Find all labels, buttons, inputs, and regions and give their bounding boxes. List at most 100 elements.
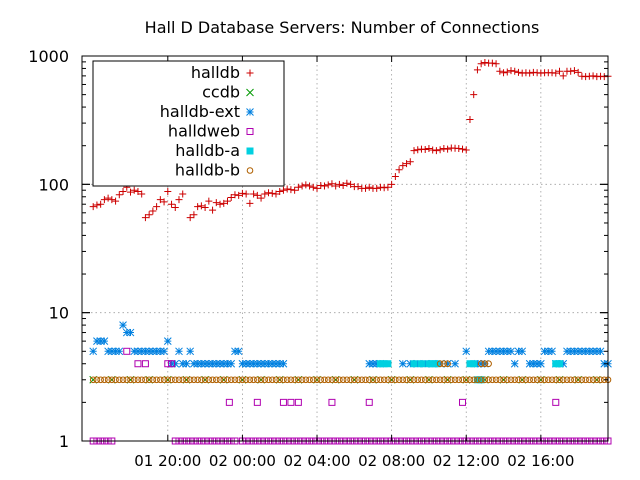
halldb-b-point: [421, 376, 429, 384]
halldb-b-point: [205, 376, 213, 384]
halldb-ext-point: [279, 359, 288, 368]
halldb-point: [324, 181, 332, 189]
halldb-b-point: [410, 376, 418, 384]
halldb-ext-point: [268, 359, 277, 368]
halldb-ext-point: [398, 359, 407, 368]
halldb-point: [317, 181, 325, 189]
y-tick-label: 10: [49, 304, 69, 323]
halldb-a-point: [376, 360, 384, 368]
halldb-b-point: [216, 376, 224, 384]
halldb-b-point: [444, 376, 451, 384]
halldb-ext-point: [193, 359, 202, 368]
halldb-b-point: [351, 376, 358, 384]
halldb-point: [421, 145, 429, 153]
series-halldb-b: [89, 360, 612, 384]
halldb-point: [108, 196, 116, 204]
halldb-b-point: [235, 376, 242, 384]
halldweb-point: [365, 398, 373, 406]
halldb-b-point: [481, 360, 489, 368]
halldb-b-point: [492, 376, 500, 384]
halldb-b-point: [503, 376, 511, 384]
halldb-b-point: [440, 376, 448, 384]
halldb-point: [552, 69, 560, 77]
halldb-b-point: [548, 376, 556, 384]
halldb-point: [384, 183, 392, 191]
halldb-ext-point: [186, 347, 195, 356]
halldb-ext-point: [216, 359, 224, 368]
halldb-point: [246, 199, 254, 207]
halldb-ext-point: [227, 359, 236, 368]
halldb-point: [306, 182, 314, 190]
halldb-ext-point: [365, 359, 374, 368]
halldb-point: [168, 200, 176, 208]
halldb-b-point: [593, 376, 601, 384]
halldb-ext-point: [182, 359, 191, 368]
legend-box: [92, 60, 285, 187]
halldb-point: [197, 202, 205, 210]
halldb-ext-point: [477, 359, 486, 368]
halldb-point: [112, 197, 120, 205]
halldb-b-point: [138, 376, 145, 384]
halldb-ext-point: [369, 359, 377, 368]
halldb-b-point: [339, 376, 347, 384]
halldb-ext-point: [596, 347, 605, 356]
halldb-b-point: [377, 376, 384, 384]
halldb-b-point: [362, 376, 369, 384]
halldb-ext-point: [570, 347, 579, 356]
halldb-point: [145, 211, 153, 219]
halldb-b-point: [462, 376, 470, 384]
halldb-b-point: [433, 376, 440, 384]
halldb-b-point: [444, 360, 451, 368]
halldb-ext-point: [257, 359, 265, 368]
halldb-point: [492, 60, 500, 68]
halldb-b-point: [149, 376, 157, 384]
halldb-point: [283, 185, 291, 193]
legend-label: halldweb: [168, 122, 240, 141]
halldb-point: [570, 67, 578, 75]
halldb-point: [388, 180, 396, 188]
halldb-b-point: [347, 376, 354, 384]
halldb-point: [160, 198, 168, 206]
halldb-ext-point: [126, 328, 135, 337]
halldb-ext-point: [190, 359, 198, 368]
plot-frame: [81, 55, 609, 442]
halldb-b-point: [537, 376, 545, 384]
halldb-ext-point: [514, 347, 523, 356]
halldb-b-point: [597, 376, 604, 384]
halldb-b-point: [190, 376, 198, 384]
halldb-point: [455, 145, 463, 153]
halldb-point: [440, 145, 448, 153]
halldb-ext-point: [175, 347, 183, 356]
halldb-ext-point: [201, 359, 209, 368]
halldb-b-point: [246, 376, 254, 384]
halldb-point: [339, 181, 347, 189]
halldb-b-point: [455, 376, 463, 384]
halldb-point: [134, 187, 142, 195]
halldb-ext-point: [93, 337, 101, 345]
halldb-a-point: [466, 360, 474, 368]
halldb-a-point: [425, 360, 433, 368]
halldb-b-point: [93, 376, 101, 384]
halldb-a-point: [432, 360, 440, 368]
halldb-ext-point: [518, 347, 527, 356]
halldb-point: [186, 214, 194, 222]
halldb-b-point: [477, 376, 485, 384]
halldb-a-point: [429, 360, 437, 368]
halldb-point: [93, 201, 101, 209]
halldb-ext-point: [481, 359, 489, 368]
halldb-ext-point: [413, 359, 422, 368]
halldb-ext-point: [566, 347, 575, 356]
halldb-b-point: [157, 376, 164, 384]
halldb-b-point: [164, 376, 172, 384]
halldb-b-point: [358, 376, 366, 384]
legend-label: halldb-ext: [160, 102, 240, 121]
data-series: [89, 58, 612, 445]
halldb-point: [343, 179, 351, 187]
halldb-ext-point: [107, 347, 116, 356]
halldb-b-point: [571, 376, 578, 384]
halldb-point: [589, 72, 597, 80]
halldb-b-point: [283, 376, 291, 384]
halldweb-point: [279, 398, 287, 406]
halldb-b-point: [589, 376, 597, 384]
series-halldb: [89, 58, 612, 222]
